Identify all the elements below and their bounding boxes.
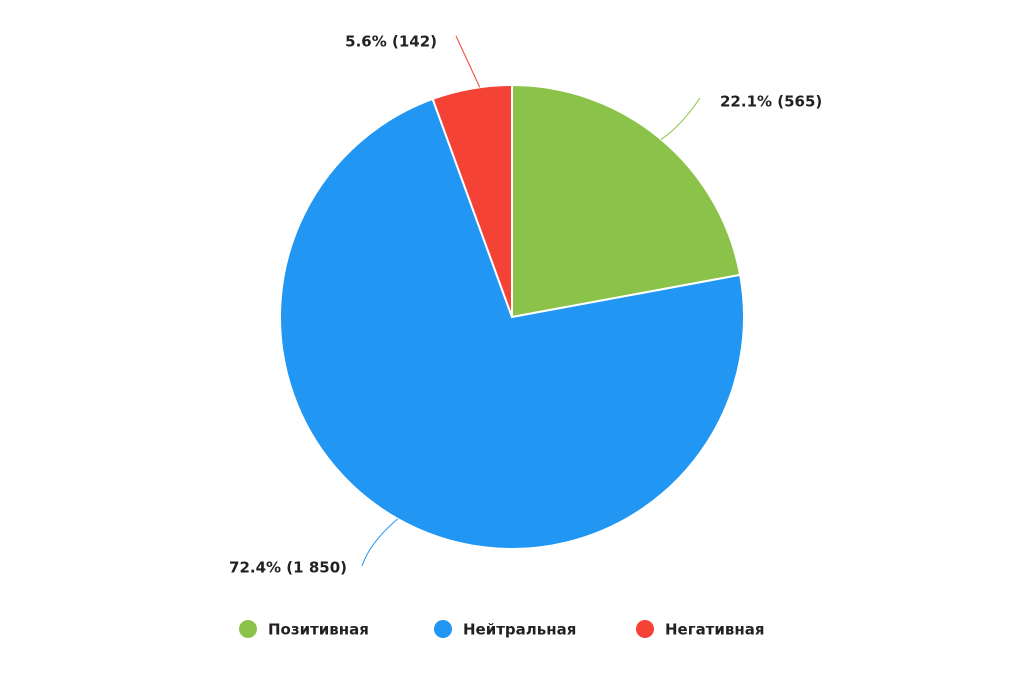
legend-label[interactable]: Нейтральная bbox=[463, 621, 576, 639]
pie-slice bbox=[279, 97, 745, 550]
label-connector bbox=[455, 35, 481, 88]
legend-marker bbox=[434, 620, 452, 638]
legend-marker bbox=[239, 620, 257, 638]
label-connector bbox=[660, 97, 701, 140]
data-label: 5.6% (142) bbox=[345, 33, 437, 51]
pie-slice bbox=[431, 83, 513, 318]
pie-slice bbox=[511, 83, 742, 319]
legend-label[interactable]: Позитивная bbox=[268, 621, 369, 639]
legend-label[interactable]: Негативная bbox=[665, 621, 765, 639]
data-label: 72.4% (1 850) bbox=[229, 559, 347, 577]
data-label: 22.1% (565) bbox=[720, 93, 822, 111]
label-connector bbox=[361, 518, 399, 567]
legend-marker bbox=[636, 620, 654, 638]
